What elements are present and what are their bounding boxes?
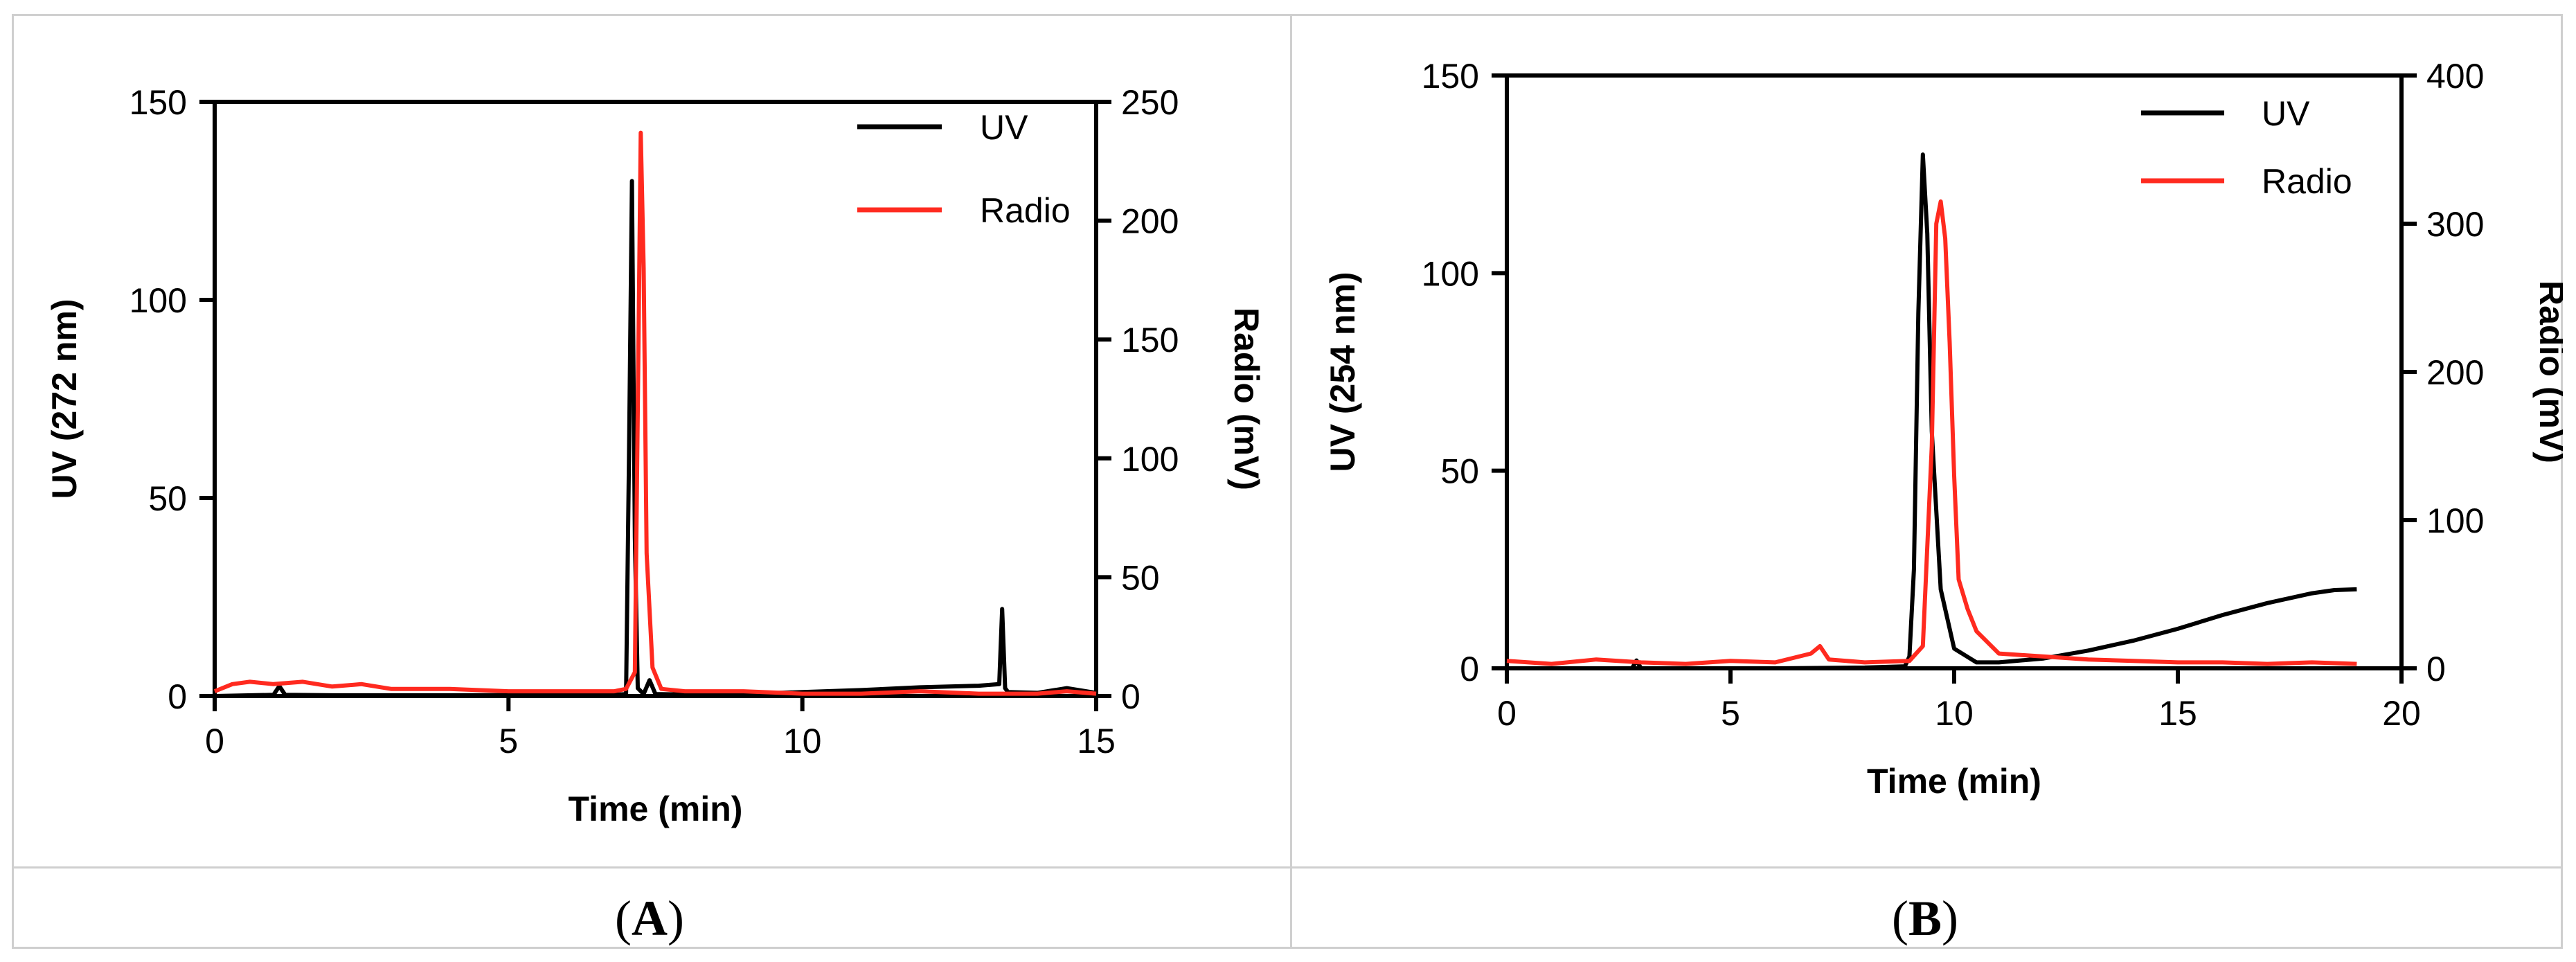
caption-a-open: ( bbox=[615, 891, 632, 946]
caption-a-close: ) bbox=[668, 891, 684, 946]
chartb-y-right-tick-label: 0 bbox=[2426, 650, 2446, 688]
caption-a: (A) bbox=[580, 890, 719, 947]
chartb-y-left-tick-label: 100 bbox=[1422, 254, 1479, 293]
charta-x-tick-label: 5 bbox=[499, 722, 518, 760]
charta-series-radio-line bbox=[213, 130, 1097, 696]
cell-divider-horizontal bbox=[14, 866, 2561, 869]
chartb-x-tick-label: 0 bbox=[1497, 694, 1517, 733]
caption-b: (B) bbox=[1856, 890, 1994, 947]
chartb-x-axis-label: Time (min) bbox=[1867, 762, 2041, 801]
charta-y-right-tick-label: 250 bbox=[1121, 83, 1179, 122]
charta-y-axis-label-left: UV (272 nm) bbox=[45, 299, 84, 499]
chartb-x-tick-label: 15 bbox=[2158, 694, 2197, 733]
cell-divider-vertical bbox=[1290, 16, 1292, 947]
charta-legend-label-uv: UV bbox=[980, 108, 1028, 147]
charta-y-right-tick-label: 150 bbox=[1121, 321, 1179, 359]
caption-b-close: ) bbox=[1942, 891, 1958, 946]
chartb-series-radio-line bbox=[1506, 199, 2357, 666]
chartb-x-tick-label: 10 bbox=[1935, 694, 1974, 733]
chartb-y-right-tick-label: 300 bbox=[2426, 205, 2484, 244]
chartb-y-axis-label-left: UV (254 nm) bbox=[1323, 272, 1362, 472]
caption-b-open: ( bbox=[1892, 891, 1908, 946]
chartb-x-tick-label: 20 bbox=[2382, 694, 2421, 733]
chartb-y-left-tick-label: 150 bbox=[1422, 57, 1479, 96]
chartb-y-right-tick-label: 200 bbox=[2426, 353, 2484, 392]
caption-a-letter: A bbox=[632, 891, 668, 946]
charta-y-left-tick-label: 150 bbox=[129, 83, 187, 122]
chartb-y-right-tick-label: 400 bbox=[2426, 57, 2484, 96]
chartb-y-right-tick-label: 100 bbox=[2426, 501, 2484, 540]
charta-y-right-tick-label: 0 bbox=[1121, 677, 1141, 716]
charta-x-axis-label: Time (min) bbox=[569, 790, 743, 828]
chartb-y-left-tick-label: 0 bbox=[1460, 650, 1479, 688]
charta-x-tick-label: 0 bbox=[205, 722, 224, 760]
chartb-legend-label-uv: UV bbox=[2262, 94, 2310, 133]
chartb-y-left-tick-label: 50 bbox=[1440, 452, 1479, 491]
charta-y-right-tick-label: 50 bbox=[1121, 558, 1160, 597]
charta-y-left-tick-label: 50 bbox=[148, 479, 187, 518]
chartb-series-uv-line bbox=[1507, 152, 2357, 670]
charta-y-axis-label-right: Radio (mV) bbox=[1227, 308, 1266, 490]
charta-y-right-tick-label: 200 bbox=[1121, 202, 1179, 241]
charta-y-left-tick-label: 0 bbox=[168, 677, 187, 716]
charta-x-tick-label: 10 bbox=[783, 722, 822, 760]
charta-y-right-tick-label: 100 bbox=[1121, 440, 1179, 479]
chartb-y-axis-label-right: Radio (mV) bbox=[2532, 280, 2563, 463]
caption-b-letter: B bbox=[1908, 891, 1942, 946]
charta-legend-label-radio: Radio bbox=[980, 191, 1071, 230]
figure-table: 0 5 10 15 0 50 100 150 0 50 100 150 200 250 Time (min)… bbox=[12, 14, 2563, 949]
chartb-legend-label-radio: Radio bbox=[2262, 162, 2352, 201]
charta-x-tick-label: 15 bbox=[1077, 722, 1116, 760]
charta-series-uv-line bbox=[214, 179, 1097, 698]
charta-y-left-tick-label: 100 bbox=[129, 281, 187, 320]
chartb-x-tick-label: 5 bbox=[1721, 694, 1740, 733]
